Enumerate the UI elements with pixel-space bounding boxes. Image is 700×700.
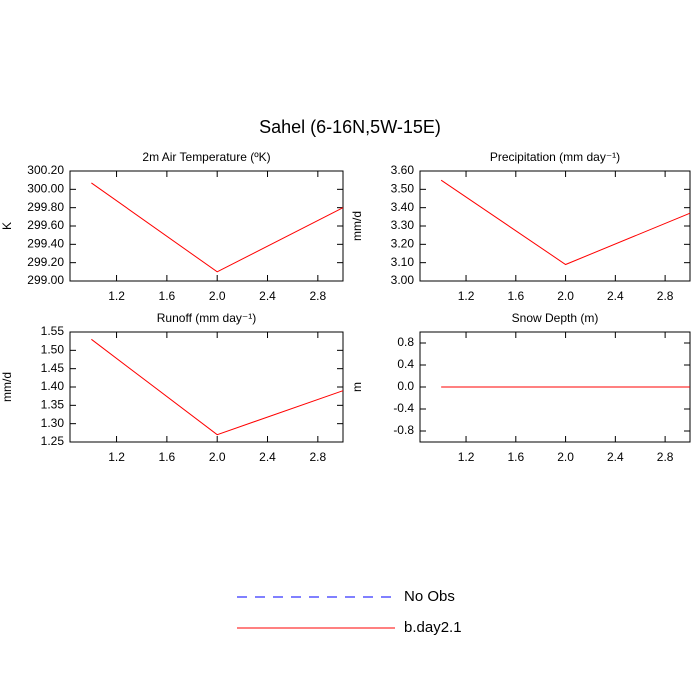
x-tick-label: 1.2 bbox=[458, 289, 475, 303]
plot-frame bbox=[69, 170, 344, 282]
y-tick-label: 1.25 bbox=[41, 434, 65, 448]
x-tick-label: 2.4 bbox=[259, 450, 276, 464]
y-tick-label: 299.60 bbox=[27, 218, 64, 232]
y-tick-label: 3.40 bbox=[391, 200, 415, 214]
x-tick-label: 2.4 bbox=[607, 450, 624, 464]
y-tick-label: 0.4 bbox=[397, 357, 414, 371]
panel-title: Runoff (mm day⁻¹) bbox=[157, 311, 256, 325]
x-tick-label: 2.8 bbox=[657, 450, 674, 464]
x-tick-label: 1.6 bbox=[507, 289, 524, 303]
x-tick-label: 2.4 bbox=[607, 289, 624, 303]
legend-label: No Obs bbox=[404, 588, 455, 605]
x-tick-label: 2.0 bbox=[557, 450, 574, 464]
y-tick-label: 3.10 bbox=[391, 255, 415, 269]
y-tick-label: 1.30 bbox=[41, 416, 65, 430]
y-axis-title: m bbox=[350, 382, 364, 392]
y-tick-label: 0.8 bbox=[397, 335, 414, 349]
y-tick-label: 1.50 bbox=[41, 343, 65, 357]
y-tick-label: 3.30 bbox=[391, 218, 415, 232]
y-tick-label: 299.00 bbox=[27, 273, 64, 287]
data-line bbox=[91, 182, 344, 273]
y-tick-label: 1.40 bbox=[41, 379, 65, 393]
y-tick-label: 300.00 bbox=[27, 182, 64, 196]
y-tick-label: 3.60 bbox=[391, 163, 415, 177]
y-tick-label: 300.20 bbox=[27, 163, 64, 177]
y-tick-label: 0.0 bbox=[397, 379, 414, 393]
x-tick-label: 1.2 bbox=[458, 450, 475, 464]
x-tick-label: 1.6 bbox=[159, 289, 176, 303]
y-tick-label: 3.00 bbox=[391, 273, 415, 287]
x-tick-label: 1.2 bbox=[108, 450, 125, 464]
x-tick-label: 2.8 bbox=[657, 289, 674, 303]
y-axis-title: mm/d bbox=[0, 372, 14, 402]
y-tick-label: -0.8 bbox=[393, 423, 414, 437]
y-tick-label: -0.4 bbox=[393, 401, 414, 415]
x-tick-label: 2.0 bbox=[557, 289, 574, 303]
y-tick-label: 299.40 bbox=[27, 237, 64, 251]
x-tick-label: 1.6 bbox=[507, 450, 524, 464]
data-line bbox=[440, 179, 691, 266]
y-tick-label: 1.45 bbox=[41, 361, 65, 375]
y-tick-label: 3.20 bbox=[391, 237, 415, 251]
x-tick-label: 2.8 bbox=[309, 289, 326, 303]
y-tick-label: 299.80 bbox=[27, 200, 64, 214]
y-axis-title: K bbox=[0, 222, 14, 230]
legend-label: b.day2.1 bbox=[404, 619, 462, 636]
y-tick-label: 299.20 bbox=[27, 255, 64, 269]
y-tick-label: 3.50 bbox=[391, 182, 415, 196]
y-tick-label: 1.55 bbox=[41, 324, 65, 338]
plot-frame bbox=[419, 170, 691, 282]
x-tick-label: 1.6 bbox=[159, 450, 176, 464]
figure-title: Sahel (6-16N,5W-15E) bbox=[259, 117, 441, 137]
panel-title: 2m Air Temperature (ºK) bbox=[142, 150, 270, 164]
y-tick-label: 1.35 bbox=[41, 398, 65, 412]
x-tick-label: 2.8 bbox=[309, 450, 326, 464]
panel-title: Snow Depth (m) bbox=[512, 311, 599, 325]
panel-title: Precipitation (mm day⁻¹) bbox=[490, 150, 620, 164]
plot-frame bbox=[69, 331, 344, 443]
x-tick-label: 2.4 bbox=[259, 289, 276, 303]
y-axis-title: mm/d bbox=[350, 211, 364, 241]
x-tick-label: 1.2 bbox=[108, 289, 125, 303]
data-line bbox=[91, 338, 344, 436]
x-tick-label: 2.0 bbox=[209, 450, 226, 464]
x-tick-label: 2.0 bbox=[209, 289, 226, 303]
